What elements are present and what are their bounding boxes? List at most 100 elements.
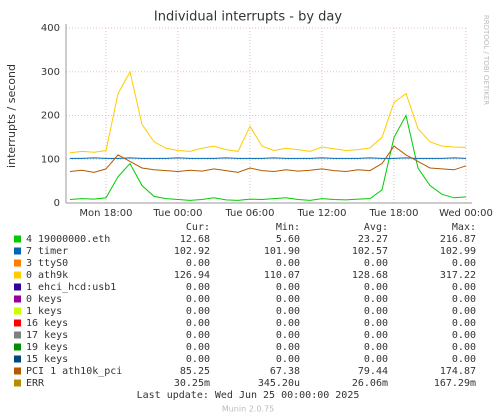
legend-value: 0.00 — [186, 354, 210, 365]
legend-value: 126.94 — [174, 270, 210, 281]
series-line — [69, 145, 467, 173]
legend-swatch — [14, 283, 21, 291]
legend-name: 7 timer — [26, 246, 68, 257]
legend-swatch — [14, 331, 21, 339]
legend-swatch — [14, 367, 21, 375]
chart-title: Individual interrupts - by day — [154, 10, 342, 25]
legend-value: 0.00 — [364, 354, 388, 365]
x-tick-label: Tue 06:00 — [224, 208, 274, 219]
legend-value: 102.57 — [352, 246, 388, 257]
legend-value: 101.90 — [264, 246, 300, 257]
series-line — [69, 114, 467, 201]
y-tick-label: 0 — [54, 198, 60, 209]
legend-swatch — [14, 295, 21, 303]
legend-value: 67.38 — [270, 366, 300, 377]
x-tick-label: Tue 12:00 — [296, 208, 346, 219]
legend-value: 12.68 — [180, 234, 210, 245]
legend-swatch — [14, 235, 21, 243]
legend-value: 0.00 — [364, 318, 388, 329]
legend-value: 0.00 — [452, 282, 476, 293]
legend-value: 0.00 — [276, 294, 300, 305]
y-tick-label: 100 — [41, 154, 60, 165]
footer: Munin 2.0.75 — [222, 405, 274, 414]
legend-value: 0.00 — [452, 306, 476, 317]
legend-value: 0.00 — [186, 318, 210, 329]
legend-value: 0.00 — [452, 294, 476, 305]
legend-swatch — [14, 247, 21, 255]
legend-name: PCI 1 ath10k_pci — [26, 366, 122, 377]
legend-name: 15 keys — [26, 354, 68, 365]
legend-value: 26.06m — [352, 378, 388, 389]
legend-value: 0.00 — [276, 342, 300, 353]
legend-value: 216.87 — [440, 234, 476, 245]
legend-value: 167.29m — [434, 378, 476, 389]
legend-value: 0.00 — [186, 306, 210, 317]
x-tick-label: Tue 00:00 — [152, 208, 202, 219]
legend-name: 19 keys — [26, 342, 68, 353]
legend-header: Min: — [276, 222, 300, 233]
legend-swatch — [14, 307, 21, 315]
legend-value: 5.60 — [276, 234, 300, 245]
legend-name: 4 19000000.eth — [26, 234, 110, 245]
legend-value: 23.27 — [358, 234, 388, 245]
legend-value: 128.68 — [352, 270, 388, 281]
legend-value: 79.44 — [358, 366, 388, 377]
legend-name: 17 keys — [26, 330, 68, 341]
y-tick-label: 400 — [41, 23, 60, 34]
legend-value: 0.00 — [364, 342, 388, 353]
legend-value: 0.00 — [186, 330, 210, 341]
legend-swatch — [14, 379, 21, 387]
legend-value: 0.00 — [186, 282, 210, 293]
legend-value: 0.00 — [364, 282, 388, 293]
legend-value: 0.00 — [452, 354, 476, 365]
y-tick-label: 300 — [41, 67, 60, 78]
x-tick-label: Mon 18:00 — [79, 208, 132, 219]
legend-value: 0.00 — [452, 342, 476, 353]
legend-value: 0.00 — [276, 318, 300, 329]
legend-header: Avg: — [364, 222, 388, 233]
legend-value: 345.20u — [258, 378, 300, 389]
legend-value: 0.00 — [186, 342, 210, 353]
legend-value: 102.92 — [174, 246, 210, 257]
series-line — [69, 70, 467, 154]
x-tick-label: Wed 00:00 — [439, 208, 493, 219]
legend-value: 0.00 — [364, 258, 388, 269]
legend-value: 0.00 — [276, 282, 300, 293]
legend-value: 110.07 — [264, 270, 300, 281]
legend-value: 317.22 — [440, 270, 476, 281]
y-tick-label: 200 — [41, 111, 60, 122]
legend-value: 85.25 — [180, 366, 210, 377]
side-label: RRDTOOL / TOBI OETIKER — [482, 15, 490, 105]
legend-value: 0.00 — [452, 318, 476, 329]
legend-swatch — [14, 319, 21, 327]
legend-value: 30.25m — [174, 378, 210, 389]
legend-name: 3 ttyS0 — [26, 258, 68, 269]
legend-name: 0 keys — [26, 294, 62, 305]
legend-value: 0.00 — [452, 258, 476, 269]
legend-value: 0.00 — [276, 330, 300, 341]
x-tick-label: Tue 18:00 — [368, 208, 418, 219]
legend-swatch — [14, 343, 21, 351]
legend-swatch — [14, 259, 21, 267]
legend-name: 16 keys — [26, 318, 68, 329]
legend-name: ERR — [26, 378, 45, 389]
legend-value: 102.99 — [440, 246, 476, 257]
legend-name: 1 ehci_hcd:usb1 — [26, 282, 116, 293]
legend-name: 1 keys — [26, 306, 62, 317]
series-line — [70, 157, 467, 159]
legend-value: 0.00 — [452, 330, 476, 341]
legend-value: 0.00 — [276, 258, 300, 269]
legend-value: 0.00 — [364, 306, 388, 317]
last-update: Last update: Wed Jun 25 00:00:00 2025 — [137, 390, 360, 401]
legend-header: Max: — [452, 222, 476, 233]
legend-value: 0.00 — [276, 354, 300, 365]
legend-value: 174.87 — [440, 366, 476, 377]
legend-name: 0 ath9k — [26, 270, 68, 281]
legend-value: 0.00 — [276, 306, 300, 317]
legend-value: 0.00 — [364, 294, 388, 305]
legend-value: 0.00 — [364, 330, 388, 341]
legend-swatch — [14, 271, 21, 279]
legend-value: 0.00 — [186, 258, 210, 269]
legend-header: Cur: — [186, 222, 210, 233]
